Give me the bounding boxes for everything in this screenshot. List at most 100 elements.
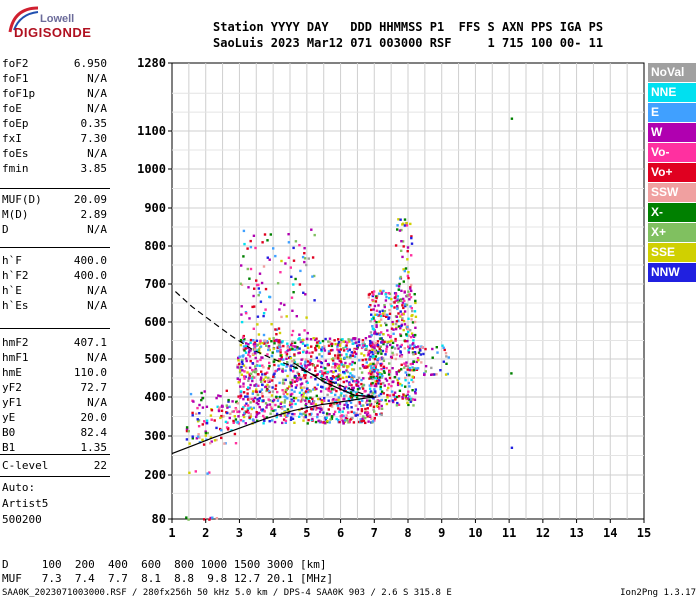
echo-point: [264, 402, 268, 405]
echo-point: [385, 347, 388, 351]
x-tick-label: 9: [438, 526, 445, 540]
echo-point: [269, 406, 273, 409]
echo-point: [279, 351, 282, 354]
param-label: B1: [2, 441, 16, 454]
logo-text-lowell: Lowell: [40, 13, 75, 25]
echo-point: [346, 407, 350, 410]
echo-point: [358, 344, 361, 347]
y-tick-label: 900: [144, 201, 166, 215]
param-value: 2.89: [80, 208, 108, 221]
echo-point: [318, 410, 322, 414]
echo-point: [332, 359, 335, 362]
echo-point: [403, 347, 406, 350]
echo-point: [312, 388, 315, 391]
echo-point: [380, 413, 383, 416]
echo-point: [382, 342, 385, 346]
echo-point: [337, 351, 340, 355]
echo-point: [330, 370, 333, 373]
echo-point: [261, 408, 264, 411]
echo-point: [230, 429, 233, 432]
param-label: yF1: [2, 396, 22, 409]
echo-point: [198, 412, 201, 415]
echo-point: [402, 245, 405, 248]
echo-point: [379, 289, 382, 293]
echo-point: [374, 380, 377, 383]
echo-point: [308, 363, 311, 366]
echo-point: [240, 373, 243, 376]
echo-point: [380, 376, 384, 379]
echo-point: [401, 223, 404, 226]
echo-point: [337, 367, 341, 370]
echo-point: [347, 397, 350, 401]
x-tick-label: 6: [337, 526, 344, 540]
echo-point: [338, 408, 342, 411]
echo-point: [369, 404, 372, 407]
echo-point: [402, 306, 405, 310]
echo-point: [273, 372, 276, 375]
echo-point: [327, 389, 330, 392]
echo-point: [253, 384, 256, 387]
echo-point: [344, 361, 347, 365]
echo-point: [368, 414, 372, 417]
echo-point: [270, 394, 274, 397]
echo-point: [401, 395, 404, 399]
echo-point: [300, 394, 304, 397]
echo-point: [192, 400, 195, 403]
echo-point: [376, 376, 379, 380]
echo-point: [364, 358, 367, 361]
echo-point: [257, 402, 260, 406]
echo-point: [255, 388, 258, 391]
echo-point: [302, 416, 306, 419]
echo-point: [382, 333, 385, 336]
echo-point: [290, 398, 293, 401]
echo-point: [200, 398, 203, 402]
echo-point: [288, 385, 291, 388]
echo-point: [369, 372, 373, 376]
echo-point: [373, 304, 377, 308]
echo-point: [283, 414, 287, 417]
echo-point: [312, 402, 315, 405]
echo-point: [255, 283, 259, 287]
echo-point: [365, 361, 368, 364]
echo-point: [387, 316, 391, 319]
echo-point: [355, 383, 358, 386]
echo-point: [290, 416, 293, 419]
echo-point: [265, 416, 269, 419]
echo-point: [399, 327, 402, 330]
echo-point: [326, 371, 330, 374]
echo-point: [261, 341, 264, 345]
echo-point: [406, 325, 409, 329]
echo-point: [338, 344, 342, 347]
echo-point: [361, 341, 364, 344]
echo-point: [264, 308, 267, 311]
echo-point: [293, 380, 297, 383]
echo-point: [201, 396, 205, 400]
echo-point: [357, 338, 361, 341]
echo-point: [271, 386, 274, 389]
echo-point: [240, 283, 244, 286]
echo-point: [313, 299, 316, 302]
echo-point: [306, 381, 309, 384]
echo-point: [215, 396, 218, 400]
echo-point: [360, 352, 363, 355]
echo-point: [403, 310, 407, 313]
echo-point: [278, 381, 281, 385]
echo-point: [248, 397, 252, 401]
echo-point: [510, 372, 513, 375]
echo-point: [372, 308, 375, 311]
echo-point: [276, 346, 280, 349]
echo-point: [380, 373, 383, 376]
echo-point: [238, 362, 241, 366]
echo-point: [272, 375, 275, 378]
echo-point: [289, 418, 293, 421]
echo-point: [307, 389, 311, 392]
echo-point: [320, 400, 324, 404]
echo-point: [331, 366, 334, 369]
echo-point: [385, 345, 389, 348]
echo-point: [368, 370, 372, 373]
echo-point: [396, 228, 399, 231]
echo-point: [403, 299, 406, 303]
echo-point: [363, 366, 366, 369]
echo-point: [335, 398, 338, 401]
echo-point: [408, 298, 411, 301]
